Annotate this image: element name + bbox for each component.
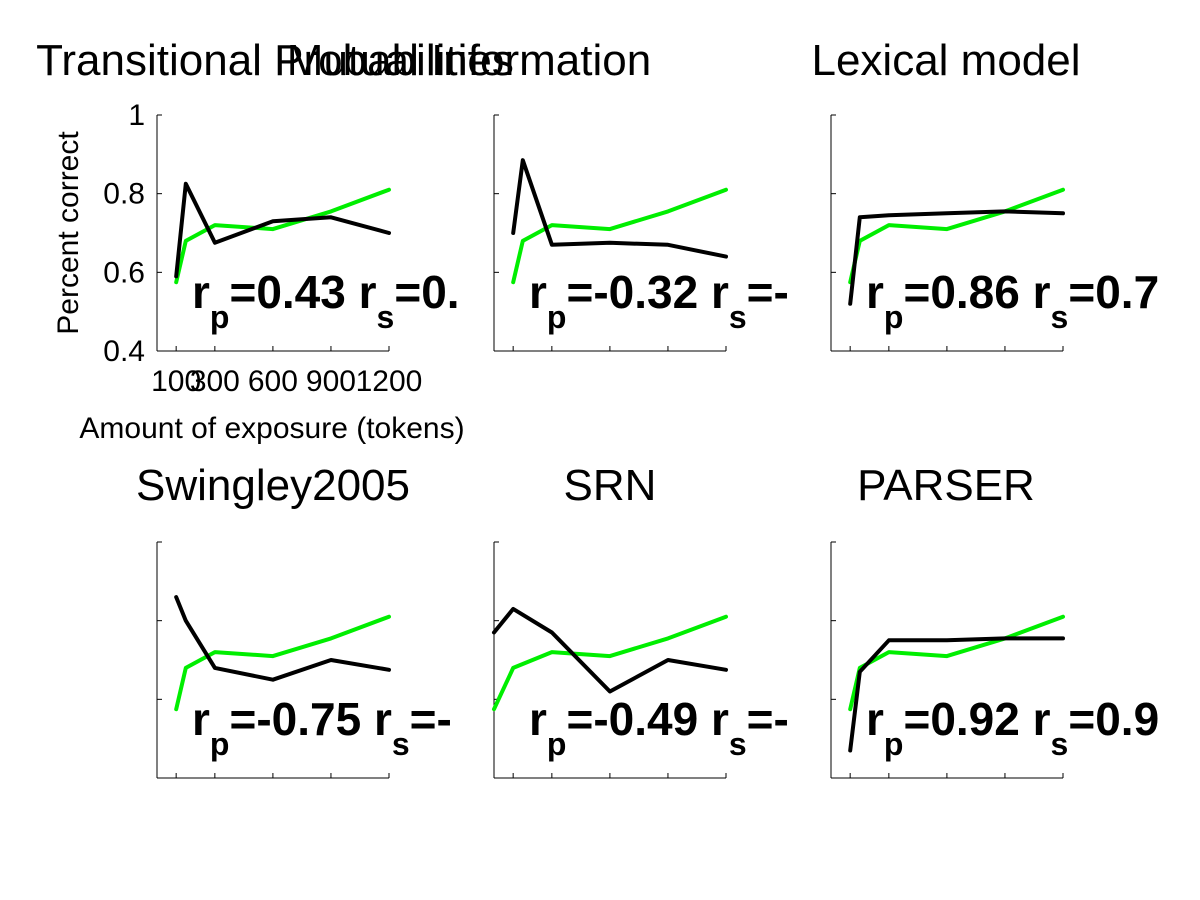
y-tick-label: 0.8 (103, 178, 145, 211)
series-line-model (848, 209, 1065, 306)
series-line-human (492, 614, 728, 712)
x-tick-label: 100 (151, 365, 201, 398)
y-tick-label: 0.6 (103, 256, 145, 289)
y-tick-label: 0.4 (103, 335, 145, 368)
y-tick-label: 1 (128, 99, 145, 132)
series-line-human (511, 187, 728, 285)
x-tick-label: 600 (248, 365, 298, 398)
x-tick-label: 300 (190, 365, 240, 398)
panel-3: Lexical model rp=0.86 rs=0.7 (811, 36, 1159, 352)
panel-1: Transitional Probabilities 0.4 0.6 0.8 1 1003… (36, 36, 514, 398)
panel-title: Mutual Information (287, 36, 651, 85)
correlation-annotation: rp=0.86 rs=0.7 (866, 266, 1159, 335)
correlation-annotation: rp=-0.49 rs=- (529, 693, 789, 762)
panel-title: Transitional Probabilities (36, 36, 514, 85)
series-line-model (174, 181, 391, 279)
panel-6: PARSER rp=0.92 rs=0.9 (830, 461, 1159, 779)
panel-title: Lexical model (811, 36, 1080, 85)
series-line-model (511, 158, 728, 259)
series-line-human (174, 187, 391, 285)
panel-title: PARSER (857, 461, 1035, 510)
correlation-annotation: rp=-0.75 rs=- (192, 693, 452, 762)
correlation-annotation: rp=0.92 rs=0.9 (866, 693, 1159, 762)
x-axis-title: Amount of exposure (tokens) (79, 412, 464, 445)
panel-title: SRN (564, 461, 657, 510)
series-line-human (174, 614, 391, 712)
y-axis-title: Percent correct (52, 131, 85, 335)
panel-4: Swingley2005 rp=-0.75 rs=- (136, 461, 452, 779)
series-line-model (492, 606, 728, 694)
panel-5: SRN rp=-0.49 rs=- (492, 461, 789, 779)
correlation-annotation: rp=0.43 rs=0. (192, 266, 460, 335)
series-line-model (174, 595, 391, 682)
correlation-annotation: rp=-0.32 rs=- (529, 266, 789, 335)
x-tick-label: 1200 (356, 365, 423, 398)
series-line-model (848, 636, 1065, 753)
panel-2: Mutual Information rp=-0.32 rs=- (287, 36, 789, 352)
x-tick-label: 900 (306, 365, 356, 398)
panel-title: Swingley2005 (136, 461, 410, 510)
